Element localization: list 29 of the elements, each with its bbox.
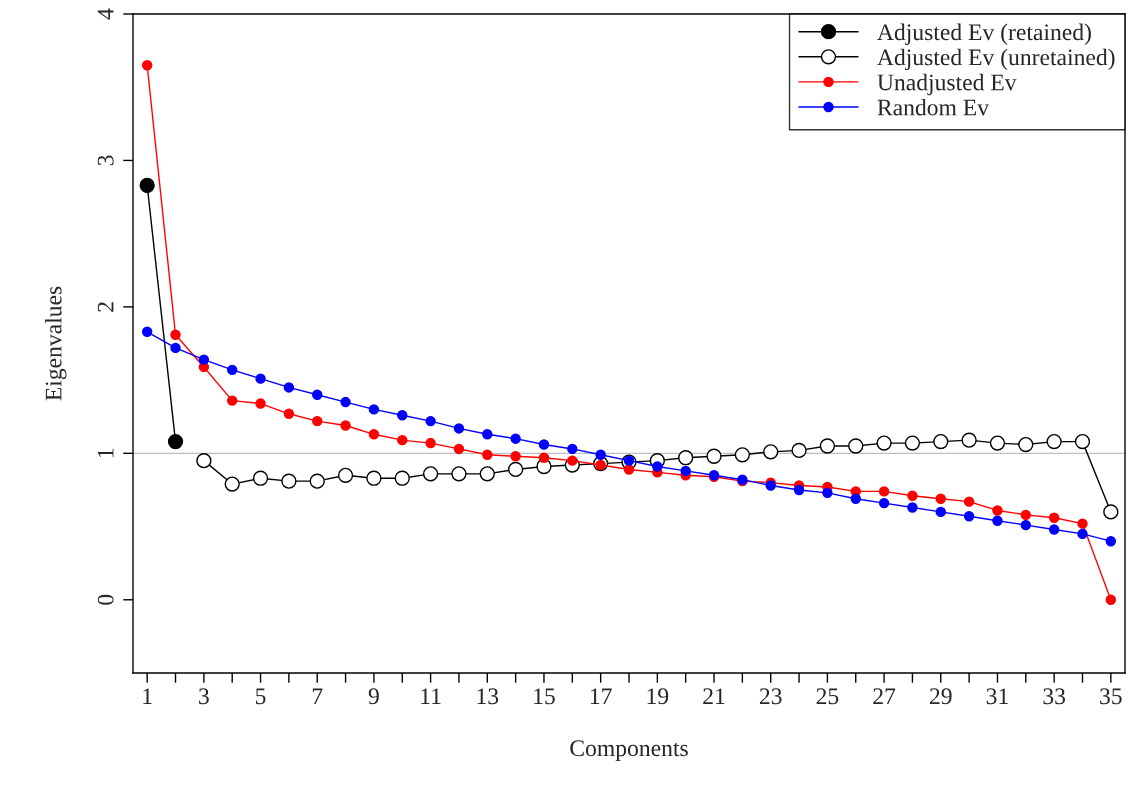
x-tick-label: 7 bbox=[312, 688, 323, 704]
y-tick-label: 4 bbox=[97, 8, 114, 20]
legend-label: Unadjusted Ev bbox=[877, 73, 1017, 96]
x-tick-label: 19 bbox=[647, 688, 669, 705]
x-tick-label: 11 bbox=[421, 688, 441, 704]
x-tick-label: 15 bbox=[534, 688, 555, 705]
x-tick-label: 23 bbox=[759, 688, 782, 705]
x-tick-label: 31 bbox=[986, 688, 1008, 705]
x-tick-label: 9 bbox=[368, 688, 379, 705]
x-tick-label: 21 bbox=[703, 688, 725, 704]
y-tick-label: 3 bbox=[97, 155, 114, 166]
y-axis-title: Eigenvalues bbox=[44, 286, 67, 401]
x-tick-label: 35 bbox=[1100, 688, 1122, 705]
y-tick-label: 0 bbox=[97, 594, 114, 605]
x-tick-label: 33 bbox=[1043, 688, 1066, 705]
y-tick-label: 2 bbox=[97, 302, 114, 312]
legend-label: Adjusted Ev (unretained) bbox=[877, 48, 1115, 71]
x-tick-label: 17 bbox=[590, 688, 612, 704]
legend-label: Adjusted Ev (retained) bbox=[877, 23, 1091, 45]
x-axis-title: Components bbox=[570, 740, 688, 761]
y-tick-label: 1 bbox=[97, 448, 114, 458]
x-tick-label: 5 bbox=[256, 688, 266, 705]
x-tick-label: 1 bbox=[143, 688, 152, 704]
x-tick-label: 25 bbox=[816, 688, 839, 705]
x-tick-label: 13 bbox=[477, 688, 499, 705]
legend-label: Random Ev bbox=[877, 98, 990, 116]
x-tick-label: 27 bbox=[873, 688, 896, 704]
x-tick-label: 29 bbox=[930, 688, 952, 705]
x-tick-label: 3 bbox=[199, 688, 209, 705]
